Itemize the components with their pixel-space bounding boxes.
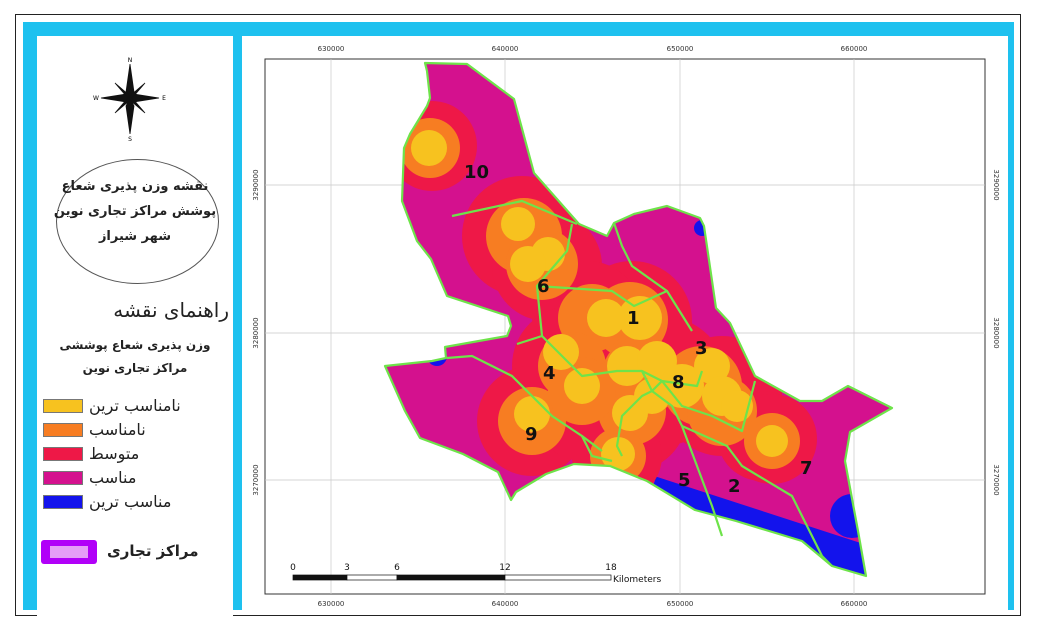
grid-y-label-right: 3270000: [992, 464, 1000, 495]
map-title-line-1: نقشه وزن پذیری شعاع: [61, 179, 209, 194]
district-label-1: 1: [627, 308, 640, 329]
district-labels: 10 6 1 3 4 8 9 7 5 2: [464, 162, 813, 497]
scale-tick: 6: [394, 563, 400, 573]
compass-w-label: W: [93, 95, 99, 102]
scale-tick: 18: [605, 563, 617, 573]
district-label-2: 2: [728, 476, 741, 497]
grid-x-label-bottom: 630000: [318, 600, 345, 608]
legend-label: نامناسب ترین: [89, 396, 181, 415]
legend-label: نامناسب: [89, 420, 146, 439]
map-title-line-2: پوشش مراکز تجاری نوین: [53, 204, 217, 219]
commercial-centers-label: مراکز تجاری: [107, 542, 199, 560]
map-title-line-3: شهر شیراز: [98, 229, 172, 244]
grid-x-label-bottom: 650000: [667, 600, 694, 608]
district-label-6: 6: [537, 276, 550, 297]
grid-x-label: 650000: [667, 45, 694, 53]
map-canvas: 630000 640000 650000 660000 630000 64000…: [252, 45, 1000, 608]
legend-panel: N S W E نقشه وزن پذیری شعاع پوشش مراکز ت…: [37, 36, 233, 617]
district-label-4: 4: [543, 363, 556, 384]
legend-label: مناسب ترین: [89, 492, 172, 511]
grid-x-label: 630000: [318, 45, 345, 53]
legend-subtitle-2: مراکز تجاری نوین: [82, 361, 188, 375]
grid-y-label-right: 3290000: [992, 169, 1000, 200]
legend-swatch: [43, 495, 83, 509]
grid-x-label-bottom: 660000: [841, 600, 868, 608]
title-ellipse: [56, 159, 219, 284]
scale-tick: 12: [499, 563, 510, 573]
legend-label: متوسط: [89, 444, 140, 463]
legend-item-good: مناسب: [43, 468, 233, 488]
grid-y-label: 3270000: [252, 464, 260, 495]
scale-tick: 3: [344, 563, 350, 573]
grid-y-label-right: 3280000: [992, 317, 1000, 348]
scale-bar: 0 3 6 12 18 Kilometers: [290, 563, 661, 585]
grid-x-label: 660000: [841, 45, 868, 53]
legend-subtitle-1: وزن پذیری شعاع پوششی: [59, 338, 211, 352]
district-label-8: 8: [672, 372, 685, 393]
district-label-5: 5: [678, 470, 691, 491]
legend-item-best: مناسب ترین: [43, 492, 233, 512]
legend-swatch: [43, 471, 83, 485]
legend-item-poor: نامناسب: [43, 420, 233, 440]
grid-y-label: 3290000: [252, 169, 260, 200]
grid-y-label: 3280000: [252, 317, 260, 348]
district-boundaries: [383, 61, 894, 578]
district-label-7: 7: [800, 458, 813, 479]
compass-n-label: N: [128, 57, 133, 64]
legend-swatch: [43, 399, 83, 413]
compass-s-label: S: [128, 136, 132, 142]
legend-swatch: [43, 447, 83, 461]
legend-swatch: [43, 423, 83, 437]
compass-rose-icon: N S W E: [93, 57, 166, 142]
district-label-3: 3: [695, 338, 708, 359]
scale-tick: 0: [290, 563, 296, 573]
compass-e-label: E: [162, 95, 166, 102]
legend-heading: راهنمای نقشه: [113, 298, 229, 322]
grid-x-label-bottom: 640000: [492, 600, 519, 608]
grid-x-label: 640000: [492, 45, 519, 53]
legend-label: مناسب: [89, 468, 137, 487]
district-label-9: 9: [525, 424, 538, 445]
map-panel: 630000 640000 650000 660000 630000 64000…: [242, 36, 1008, 611]
legend-item-medium: متوسط: [43, 444, 233, 464]
commercial-centers-swatch: [41, 540, 97, 564]
district-label-10: 10: [464, 162, 489, 183]
legend-item-worst: نامناسب ترین: [43, 396, 233, 416]
scale-unit: Kilometers: [613, 575, 661, 585]
